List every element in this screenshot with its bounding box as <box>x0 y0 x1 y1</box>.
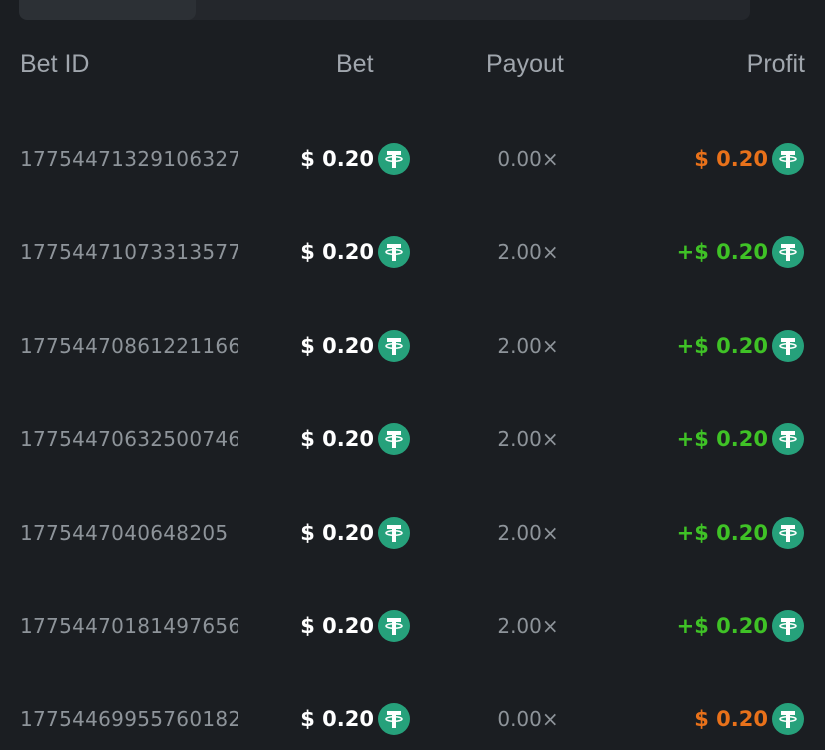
tether-icon <box>772 329 804 362</box>
tether-icon <box>772 703 804 736</box>
tab-bar <box>19 0 750 20</box>
bet-id[interactable]: 17754469955760182 <box>20 707 238 732</box>
bet-value: $ 0.20 <box>300 427 374 452</box>
bet-amount: $ 0.20 <box>300 419 410 459</box>
payout-multiplier: 2.00× <box>497 427 559 452</box>
bet-value: $ 0.20 <box>300 614 374 638</box>
tether-icon <box>772 143 804 175</box>
profit-amount: +$ 0.20 <box>677 606 804 646</box>
profit-amount: +$ 0.20 <box>677 419 804 459</box>
profit-value: $ 0.20 <box>694 707 768 732</box>
profit-amount: +$ 0.20 <box>677 326 804 366</box>
table-row[interactable]: 17754471329106327 $ 0.20 0.00× $ 0.20 <box>0 139 825 179</box>
bet-amount: $ 0.20 <box>300 513 410 553</box>
tether-icon <box>772 423 804 456</box>
header-bet-id: Bet ID <box>20 50 90 78</box>
tether-icon <box>378 516 410 549</box>
payout-multiplier: 0.00× <box>497 147 559 171</box>
profit-amount: +$ 0.20 <box>677 232 804 272</box>
bet-value: $ 0.20 <box>300 147 374 171</box>
profit-value: +$ 0.20 <box>676 614 768 638</box>
tether-icon <box>378 236 410 269</box>
tether-icon <box>378 423 410 456</box>
tether-icon <box>378 329 410 362</box>
bet-amount: $ 0.20 <box>300 232 410 272</box>
table-row[interactable]: 17754470861221166 $ 0.20 2.00× +$ 0.20 <box>0 326 825 366</box>
profit-value: +$ 0.20 <box>676 520 768 545</box>
tether-icon <box>772 610 804 642</box>
bet-value: $ 0.20 <box>300 520 374 545</box>
table-row[interactable]: 1775447040648205 $ 0.20 2.00× +$ 0.20 <box>0 513 825 553</box>
tether-icon <box>772 516 804 549</box>
payout-multiplier: 2.00× <box>497 614 559 638</box>
bet-id[interactable]: 17754470181497656 <box>20 614 238 638</box>
bet-id[interactable]: 1775447040648205 <box>20 520 229 545</box>
tab-active[interactable] <box>19 0 196 20</box>
bet-id[interactable]: 17754470861221166 <box>20 333 238 358</box>
tether-icon <box>378 143 410 175</box>
bet-id[interactable]: 17754471073313577 <box>20 240 238 265</box>
table-row[interactable]: 17754470632500746 $ 0.20 2.00× +$ 0.20 <box>0 419 825 459</box>
header-profit: Profit <box>746 50 805 78</box>
bet-value: $ 0.20 <box>300 240 374 265</box>
bet-value: $ 0.20 <box>300 333 374 358</box>
bet-amount: $ 0.20 <box>300 326 410 366</box>
bet-amount: $ 0.20 <box>300 699 410 739</box>
bet-amount: $ 0.20 <box>300 139 410 179</box>
payout-multiplier: 2.00× <box>497 520 559 545</box>
bet-value: $ 0.20 <box>300 707 374 732</box>
bet-id[interactable]: 17754471329106327 <box>20 147 238 171</box>
profit-amount: +$ 0.20 <box>677 513 804 553</box>
table-row[interactable]: 17754470181497656 $ 0.20 2.00× +$ 0.20 <box>0 606 825 646</box>
tether-icon <box>378 610 410 642</box>
payout-multiplier: 2.00× <box>497 240 559 265</box>
header-payout: Payout <box>486 50 564 78</box>
bet-id[interactable]: 17754470632500746 <box>20 427 238 452</box>
profit-amount: $ 0.20 <box>694 699 804 739</box>
tether-icon <box>772 236 804 269</box>
tether-icon <box>378 703 410 736</box>
payout-multiplier: 0.00× <box>497 707 559 732</box>
profit-value: +$ 0.20 <box>676 240 768 265</box>
table-row[interactable]: 17754469955760182 $ 0.20 0.00× $ 0.20 <box>0 699 825 739</box>
table-row[interactable]: 17754471073313577 $ 0.20 2.00× +$ 0.20 <box>0 232 825 272</box>
profit-value: $ 0.20 <box>694 147 768 171</box>
profit-amount: $ 0.20 <box>694 139 804 179</box>
payout-multiplier: 2.00× <box>497 333 559 358</box>
profit-value: +$ 0.20 <box>676 333 768 358</box>
header-bet: Bet <box>336 50 374 78</box>
bet-amount: $ 0.20 <box>300 606 410 646</box>
profit-value: +$ 0.20 <box>676 427 768 452</box>
